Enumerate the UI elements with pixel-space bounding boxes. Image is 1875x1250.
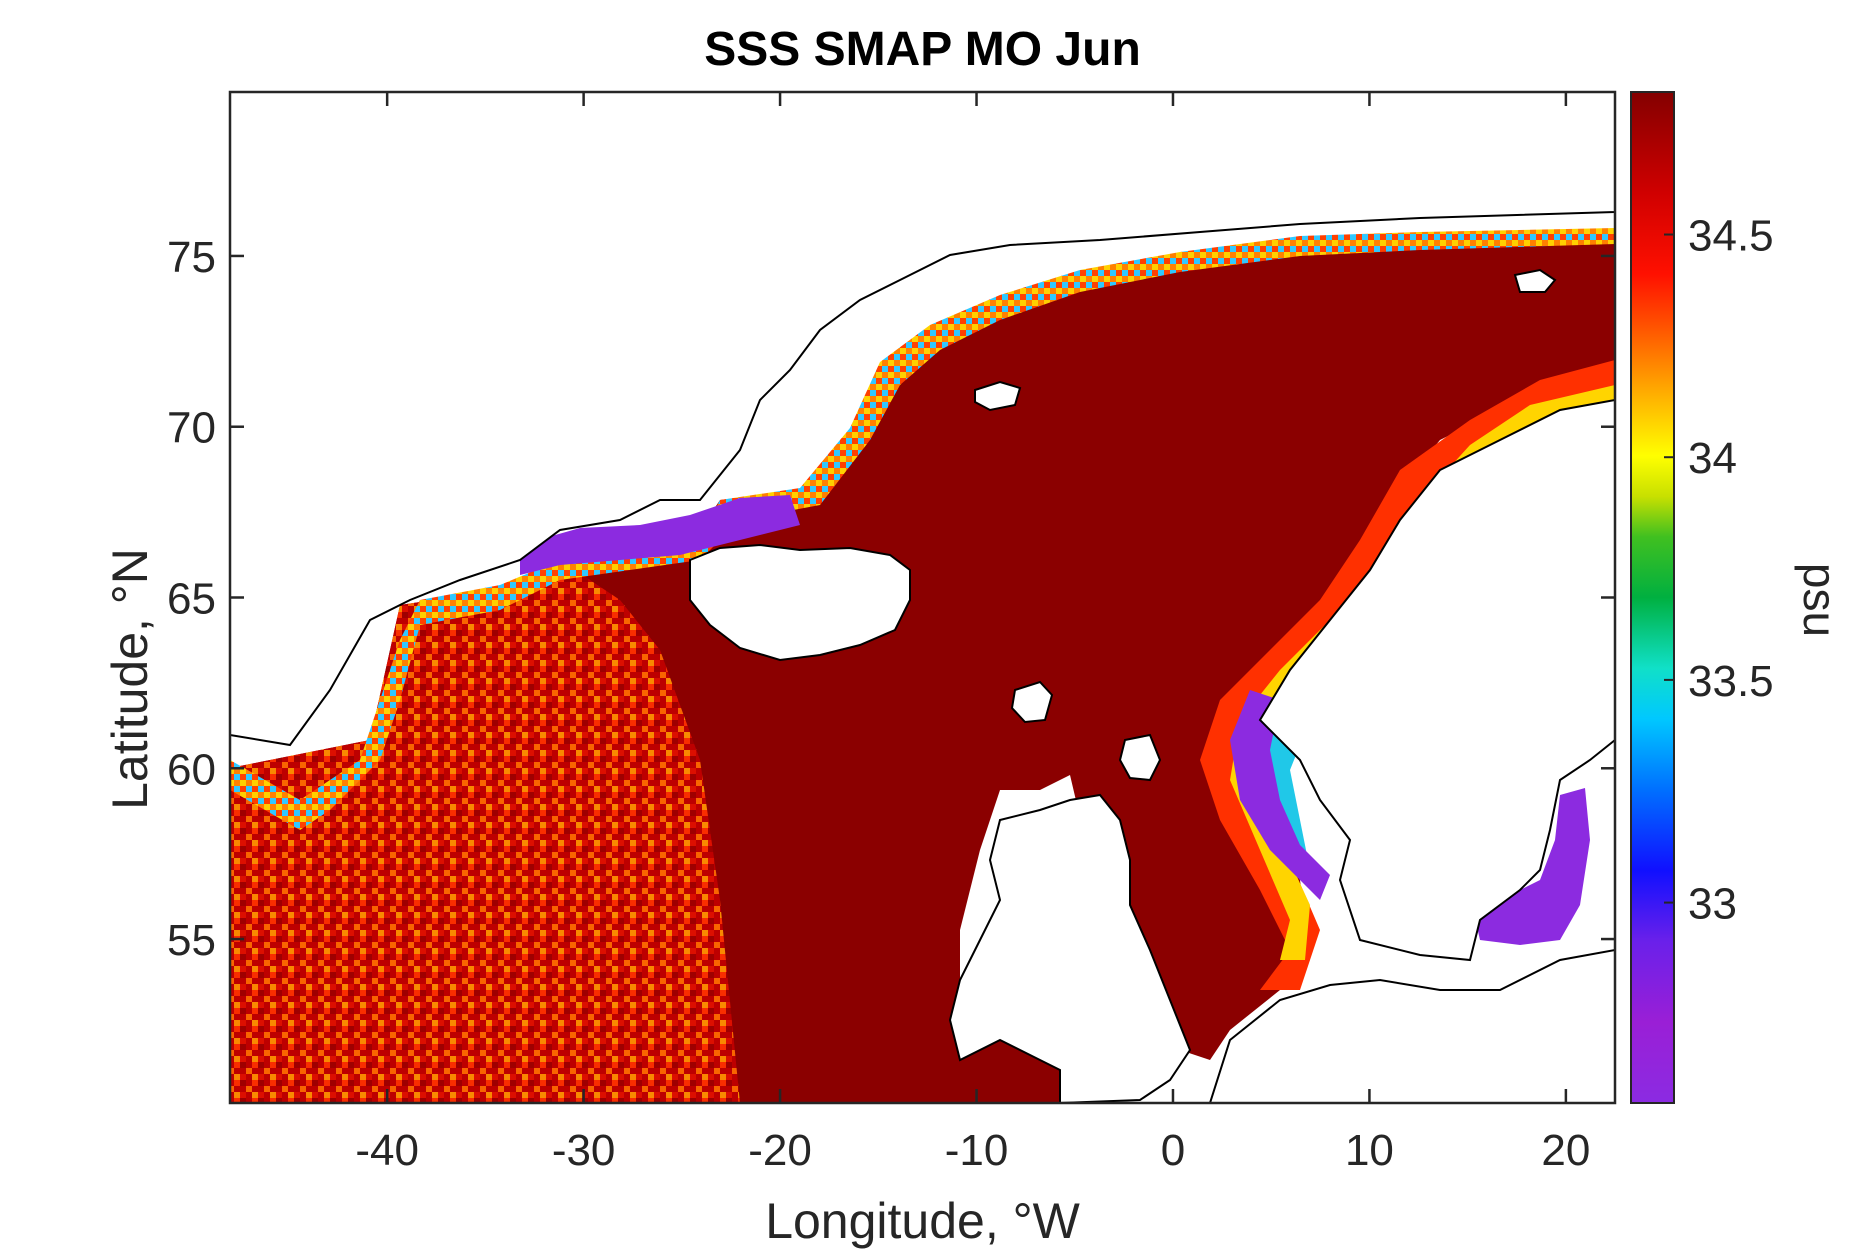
iceland-land bbox=[689, 543, 911, 662]
x-tick-label: -30 bbox=[552, 1126, 616, 1175]
colorbar-axis: 33 33.5 34 34.5 bbox=[1664, 212, 1774, 929]
coastal-cyan-band bbox=[1260, 590, 1390, 880]
y-axis-label: Latitude, °N bbox=[102, 548, 158, 810]
y-tick-label: 70 bbox=[167, 404, 216, 453]
scandinavia-land bbox=[1258, 398, 1615, 962]
y-tick-label: 55 bbox=[167, 916, 216, 965]
colorbar bbox=[1630, 91, 1675, 1104]
y-axis: 55 60 65 70 75 bbox=[167, 233, 1615, 965]
sw-atlantic-mottled bbox=[230, 560, 740, 1103]
x-tick-label: -40 bbox=[355, 1126, 419, 1175]
denmark-strait-fresh bbox=[520, 495, 800, 575]
bear-island bbox=[1513, 268, 1557, 293]
x-tick-label: -10 bbox=[945, 1126, 1009, 1175]
baltic-fresh bbox=[1475, 665, 1590, 945]
shetland-islands bbox=[1118, 733, 1162, 782]
x-tick-label: -20 bbox=[748, 1126, 812, 1175]
x-axis: -40 -30 -20 -10 0 10 20 bbox=[355, 92, 1590, 1175]
y-tick-label: 60 bbox=[167, 745, 216, 794]
faroe-islands bbox=[1010, 680, 1054, 724]
jan-mayen bbox=[974, 380, 1022, 412]
colorbar-tick-label: 34 bbox=[1688, 434, 1737, 483]
continent-land bbox=[1208, 948, 1615, 1103]
greenland-fringe bbox=[230, 228, 1615, 830]
chart-title: SSS SMAP MO Jun bbox=[704, 23, 1141, 76]
y-tick-label: 65 bbox=[167, 575, 216, 624]
colorbar-tick-label: 34.5 bbox=[1688, 212, 1774, 261]
colorbar-label: psu bbox=[1794, 562, 1846, 638]
x-tick-label: 20 bbox=[1541, 1126, 1590, 1175]
x-tick-label: 0 bbox=[1161, 1126, 1185, 1175]
salinity-field bbox=[230, 92, 1615, 1103]
x-axis-label: Longitude, °W bbox=[765, 1193, 1080, 1249]
greenland-land bbox=[230, 92, 1615, 747]
colorbar-tick-label: 33 bbox=[1688, 880, 1737, 929]
colorbar-tick-label: 33.5 bbox=[1688, 657, 1774, 706]
british-isles-land bbox=[948, 793, 1192, 1103]
y-tick-label: 75 bbox=[167, 233, 216, 282]
skagerrak-fresh bbox=[1230, 690, 1330, 900]
x-tick-label: 10 bbox=[1345, 1126, 1394, 1175]
